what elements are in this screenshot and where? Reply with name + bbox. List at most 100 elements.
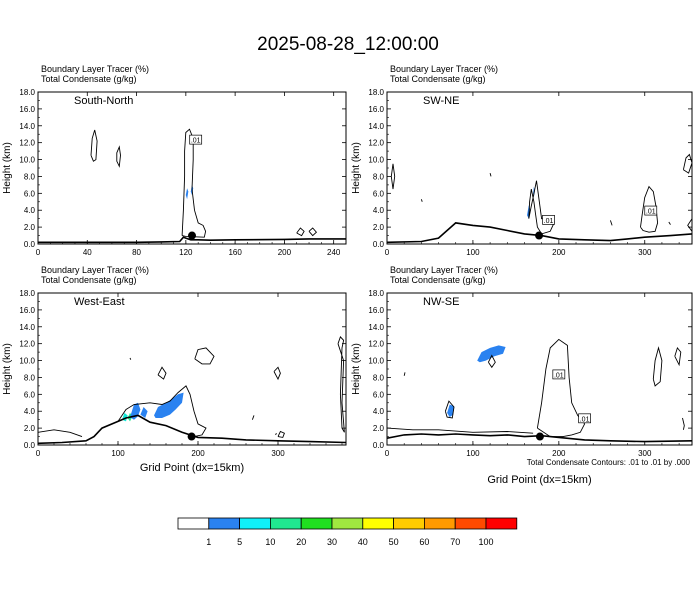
colorbar-swatch [239, 517, 271, 530]
y-tick-label: 12.0 [19, 139, 35, 148]
y-tick-label: 16.0 [368, 306, 384, 315]
condensate-contour [90, 129, 98, 162]
y-tick-label: 12.0 [368, 340, 384, 349]
location-marker [535, 432, 544, 441]
contour-label: .01 [554, 372, 564, 379]
x-tick-label: 300 [638, 248, 652, 257]
tracer-blob [154, 392, 184, 418]
y-tick-label: 12.0 [19, 340, 35, 349]
y-tick-label: 10.0 [368, 357, 384, 366]
plot-frame [37, 292, 347, 446]
terrain-line [387, 433, 692, 443]
terrain-line [38, 236, 346, 244]
x-axis-label: Grid Point (dx=15km) [487, 474, 591, 486]
x-tick-label: 100 [111, 449, 125, 458]
x-tick-label: 200 [278, 248, 292, 257]
y-tick-label: 0.0 [373, 441, 385, 450]
y-axis-label: Height (km) [2, 142, 13, 194]
condensate-contour [609, 220, 613, 226]
condensate-contour [277, 430, 285, 438]
colorbar-label: 60 [419, 537, 429, 547]
panel-sw-ne: Boundary Layer Tracer (%)Total Condensat… [351, 64, 693, 257]
y-tick-label: 4.0 [373, 407, 385, 416]
condensate-contour [444, 400, 455, 419]
colorbar-label: 1 [206, 537, 211, 547]
x-axis-label: Grid Point (dx=15km) [140, 462, 244, 474]
y-tick-label: 6.0 [373, 189, 385, 198]
x-tick-label: 0 [385, 449, 390, 458]
y-tick-label: 2.0 [24, 424, 36, 433]
condensate-contour [668, 221, 671, 225]
colorbar-label: 30 [327, 537, 337, 547]
panels: Boundary Layer Tracer (%)Total Condensat… [2, 64, 693, 486]
colorbar-swatch [177, 517, 210, 530]
condensate-contour [129, 357, 132, 360]
field-label: Total Condensate (g/kg) [390, 275, 486, 285]
field-label: Boundary Layer Tracer (%) [390, 265, 498, 275]
y-tick-label: 4.0 [373, 206, 385, 215]
x-tick-label: 100 [466, 248, 480, 257]
condensate-contour [487, 354, 496, 369]
colorbar-swatch [269, 517, 302, 530]
x-tick-label: 300 [638, 449, 652, 458]
condensate-contour [337, 336, 345, 433]
y-tick-label: 10.0 [19, 156, 35, 165]
condensate-contour [390, 163, 396, 190]
x-tick-label: 200 [552, 449, 566, 458]
panel-label: West-East [74, 296, 125, 308]
y-tick-label: 0.0 [373, 240, 385, 249]
panel-west-east: Boundary Layer Tracer (%)Total Condensat… [2, 265, 347, 474]
plot-area [38, 336, 346, 445]
colorbar-label: 100 [478, 537, 493, 547]
panel-south-north: Boundary Layer Tracer (%)Total Condensat… [2, 64, 347, 257]
condensate-contour [38, 429, 83, 438]
field-label: Total Condensate (g/kg) [41, 74, 137, 84]
condensate-contour [674, 346, 682, 367]
x-tick-label: 0 [36, 449, 41, 458]
colorbar-swatch [331, 517, 364, 530]
condensate-contour [387, 427, 534, 434]
x-tick-label: 80 [132, 248, 141, 257]
y-tick-label: 18.0 [368, 88, 384, 97]
x-tick-label: 120 [179, 248, 193, 257]
plot-area: .01 .01 [387, 153, 692, 244]
condensate-contour [682, 153, 692, 174]
tracer-blob [447, 404, 454, 418]
y-tick-label: 8.0 [373, 373, 385, 382]
condensate-contour [273, 366, 281, 381]
condensate-contour [296, 227, 305, 237]
y-tick-label: 2.0 [24, 223, 36, 232]
y-tick-label: 14.0 [368, 323, 384, 332]
y-tick-label: 18.0 [368, 289, 384, 298]
y-tick-label: 8.0 [373, 172, 385, 181]
condensate-contour [536, 338, 586, 438]
plot-frame [386, 292, 693, 446]
x-tick-label: 100 [466, 449, 480, 458]
x-tick-label: 300 [271, 449, 285, 458]
contour-label: .01 [646, 209, 656, 216]
location-marker [187, 432, 196, 441]
condensate-contour [403, 372, 406, 376]
condensate-contour [157, 366, 167, 380]
contour-label-box [552, 369, 566, 380]
field-label: Boundary Layer Tracer (%) [390, 64, 498, 74]
y-axis-label: Height (km) [351, 142, 362, 194]
y-tick-label: 6.0 [24, 189, 36, 198]
y-axis-label: Height (km) [351, 343, 362, 395]
panel-label: NW-SE [423, 296, 459, 308]
y-tick-label: 2.0 [373, 424, 385, 433]
contour-label-box [644, 205, 658, 216]
contour-label: .01 [580, 416, 590, 423]
tracer-blob [477, 345, 506, 363]
condensate-contour [308, 227, 318, 237]
y-tick-label: 14.0 [19, 323, 35, 332]
y-tick-label: 16.0 [19, 306, 35, 315]
condensate-contour [116, 145, 121, 168]
colorbar-label: 20 [296, 537, 306, 547]
x-tick-label: 200 [191, 449, 205, 458]
colorbar-swatch [300, 517, 333, 530]
plot-frame [386, 91, 693, 245]
colorbar-label: 70 [450, 537, 460, 547]
condensate-contour [489, 172, 492, 177]
colorbar: 1 5 10 20 30 40 50 60 70 100 [177, 517, 518, 547]
